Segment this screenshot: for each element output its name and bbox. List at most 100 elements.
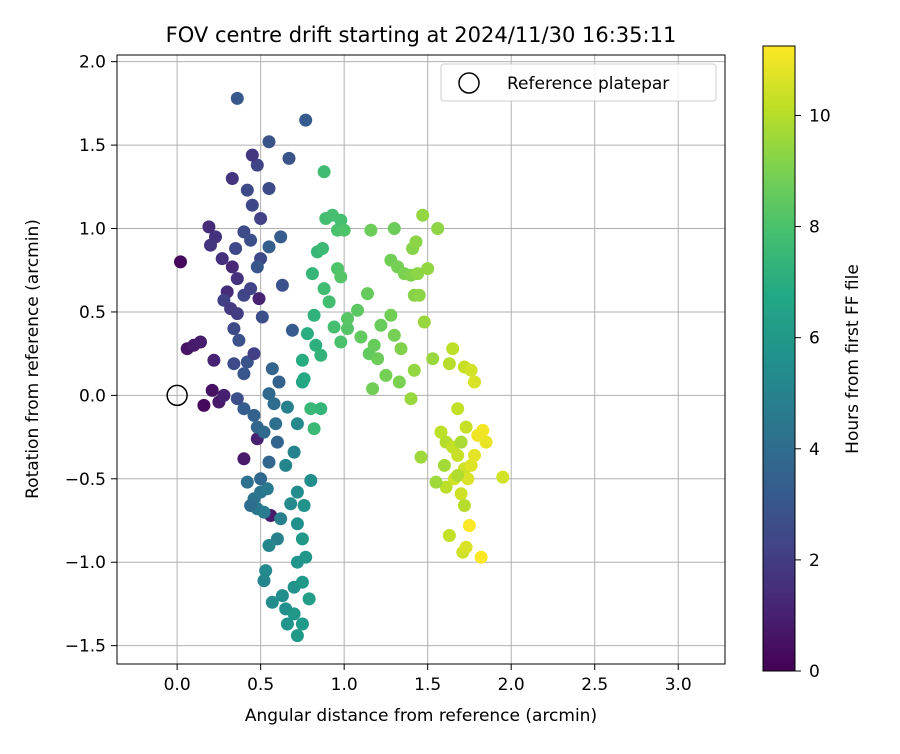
data-point — [237, 402, 251, 416]
data-point — [309, 338, 323, 352]
x-tick-label: 2.5 — [581, 675, 608, 695]
y-tick-label: 0.0 — [79, 386, 106, 406]
data-point — [232, 333, 246, 347]
data-point — [334, 335, 348, 349]
data-point — [314, 402, 328, 416]
data-point — [250, 158, 264, 172]
data-point — [269, 417, 283, 431]
data-point — [297, 372, 311, 386]
data-point — [431, 222, 445, 235]
data-point — [237, 452, 251, 466]
data-point — [366, 382, 380, 396]
y-axis: −1.5 −1.0 −0.5 0.0 0.5 1.0 1.5 2.0 — [65, 53, 117, 657]
y-tick-label: 2.0 — [79, 53, 106, 73]
data-point — [262, 387, 276, 401]
data-point — [307, 422, 321, 436]
colorbar-tick-label: 8 — [809, 218, 820, 238]
colorbar-tick-label: 4 — [809, 440, 820, 460]
data-point — [279, 458, 293, 472]
data-point — [245, 198, 259, 212]
data-point — [416, 208, 430, 222]
legend-label: Reference platepar — [507, 74, 669, 94]
data-point — [411, 267, 425, 281]
data-point — [451, 469, 465, 482]
data-point — [230, 91, 244, 105]
data-point — [265, 362, 279, 376]
colorbar-ticks: 0 2 4 6 8 10 — [795, 106, 831, 682]
data-point — [354, 330, 368, 344]
data-point — [245, 148, 259, 162]
colorbar-tick-label: 6 — [809, 329, 820, 349]
x-tick-label: 0.0 — [164, 675, 191, 695]
data-point — [464, 363, 478, 377]
data-point — [229, 242, 243, 255]
data-point — [217, 388, 231, 402]
colorbar: 0 2 4 6 8 10 Hours from first FF file — [762, 45, 863, 682]
y-tick-label: 1.5 — [79, 136, 106, 156]
data-point — [247, 347, 261, 361]
data-point — [197, 398, 211, 412]
data-point — [304, 402, 318, 416]
x-tick-label: 0.5 — [247, 675, 274, 695]
data-point — [442, 529, 456, 542]
data-point — [257, 425, 271, 439]
chart-title: FOV centre drift starting at 2024/11/30 … — [166, 23, 677, 47]
x-tick-label: 1.5 — [414, 675, 441, 695]
data-point — [194, 335, 207, 349]
data-point — [316, 242, 329, 255]
data-point — [459, 540, 473, 554]
data-point — [254, 212, 268, 225]
data-point — [305, 267, 319, 281]
data-point — [407, 363, 421, 377]
data-point — [225, 172, 239, 185]
data-point — [464, 458, 478, 472]
data-point — [429, 475, 443, 489]
data-point — [404, 392, 418, 406]
data-point — [468, 448, 481, 462]
data-point — [341, 322, 354, 336]
data-point — [240, 183, 254, 197]
data-point — [351, 303, 364, 317]
data-point — [379, 368, 393, 382]
data-point — [282, 151, 296, 165]
data-point — [454, 487, 468, 501]
data-point — [392, 375, 406, 389]
colorbar-gradient — [763, 46, 795, 671]
legend-reference-marker — [458, 72, 480, 94]
data-point — [322, 295, 336, 309]
data-point — [374, 318, 388, 332]
data-point — [255, 310, 269, 324]
data-point — [454, 435, 468, 449]
data-points — [174, 91, 510, 643]
data-point — [267, 397, 281, 411]
data-point — [275, 278, 289, 292]
colorbar-tick-label: 0 — [809, 662, 820, 682]
x-tick-label: 1.0 — [331, 675, 358, 695]
data-point — [451, 448, 465, 462]
data-point — [412, 288, 426, 302]
data-point — [468, 375, 481, 389]
data-point — [265, 595, 279, 609]
plot-frame — [116, 54, 726, 665]
data-point — [247, 408, 261, 422]
data-point — [290, 629, 304, 643]
data-point — [317, 282, 331, 296]
data-point — [275, 589, 289, 603]
data-point — [215, 252, 229, 266]
data-point — [205, 383, 219, 397]
reference-platepar-marker — [166, 384, 188, 407]
data-point — [227, 357, 241, 371]
data-point — [446, 342, 460, 356]
data-point — [257, 505, 271, 519]
data-point — [461, 472, 475, 486]
data-point — [426, 352, 440, 366]
data-point — [290, 517, 304, 531]
data-point — [274, 512, 288, 526]
data-point — [227, 322, 241, 336]
data-point — [260, 482, 274, 496]
data-point — [274, 230, 288, 244]
data-point — [299, 550, 313, 564]
x-tick-label: 3.0 — [665, 675, 692, 695]
data-point — [361, 287, 374, 301]
